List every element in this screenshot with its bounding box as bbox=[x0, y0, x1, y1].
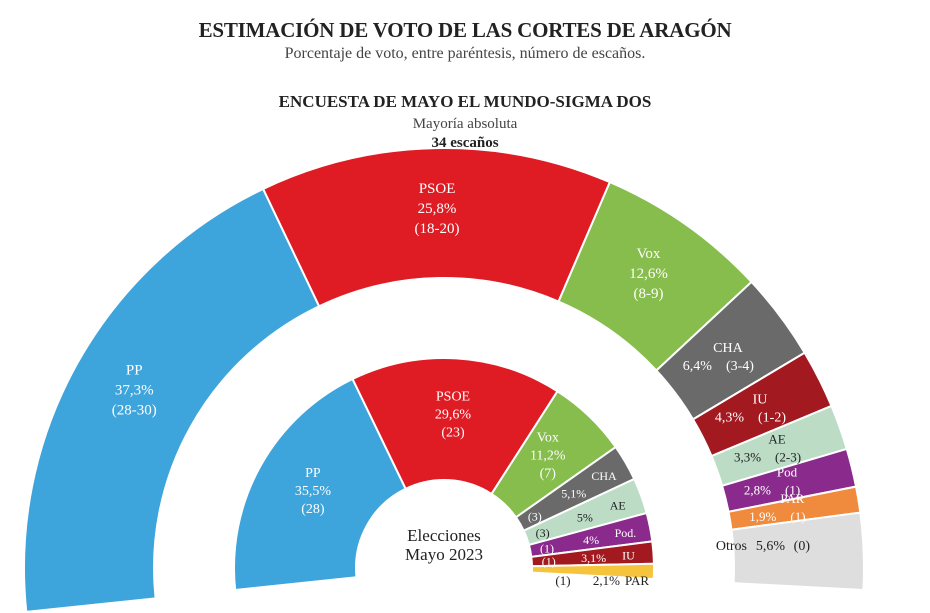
label-inner-vox-seats: (7) bbox=[540, 467, 557, 482]
label-outer-cha-seats: (3-4) bbox=[726, 359, 754, 374]
label-outer-pp-pct: 37,3% bbox=[115, 383, 154, 399]
label-inner-pod: Pod. bbox=[615, 526, 637, 540]
label-inner-psoe-pct: 29,6% bbox=[435, 407, 472, 422]
label-outer-ae-pct: 3,3% bbox=[734, 449, 761, 464]
label-outer-vox-pct: 12,6% bbox=[629, 266, 668, 282]
label-outer-pod-pct: 2,8% bbox=[744, 483, 771, 498]
label-outer-vox-seats: (8-9) bbox=[633, 286, 663, 302]
label-inner-pp: PP bbox=[305, 466, 321, 481]
label-outer-otros-pct: 5,6% bbox=[756, 539, 786, 554]
label-inner-cha-pct: 5,1% bbox=[561, 487, 586, 501]
label-inner-iu-pct: 3,1% bbox=[581, 551, 606, 565]
label-outer-psoe-seats: (18-20) bbox=[415, 221, 460, 237]
inner-ring bbox=[233, 357, 655, 592]
center-label-elecciones: Elecciones bbox=[407, 526, 481, 545]
label-inner-par-pct: 2,1% bbox=[593, 573, 620, 588]
label-inner-pod-seats: (1) bbox=[540, 542, 554, 556]
majority-label: Mayoría absoluta bbox=[412, 116, 518, 132]
label-outer-cha: CHA bbox=[713, 341, 743, 356]
center-label-mayo-2023: Mayo 2023 bbox=[405, 545, 483, 564]
inner-slice-psoe bbox=[351, 357, 559, 496]
label-outer-iu-seats: (1-2) bbox=[758, 411, 786, 426]
label-inner-ae: AE bbox=[610, 498, 626, 512]
outer-slice-otros bbox=[730, 511, 865, 592]
label-outer-par-pct: 1,9% bbox=[749, 509, 776, 524]
label-outer-cha-pct: 6,4% bbox=[683, 359, 713, 374]
label-inner-pp-pct: 35,5% bbox=[295, 484, 332, 499]
label-inner-vox-pct: 11,2% bbox=[530, 449, 566, 464]
survey-title: ENCUESTA DE MAYO EL MUNDO-SIGMA DOS bbox=[278, 92, 652, 111]
label-outer-vox: Vox bbox=[637, 246, 661, 262]
label-inner-pod-pct: 4% bbox=[583, 533, 599, 547]
label-outer-psoe: PSOE bbox=[419, 181, 456, 197]
label-outer-par-seats: (1) bbox=[790, 509, 805, 524]
outer-ring bbox=[23, 147, 865, 613]
label-outer-par: PAR bbox=[780, 491, 804, 506]
label-inner-iu: IU bbox=[622, 548, 635, 562]
label-inner-ae-pct: 5% bbox=[577, 510, 593, 524]
inner-slice-pp bbox=[233, 377, 408, 592]
label-outer-otros-seats: (0) bbox=[794, 539, 811, 554]
label-inner-ae-seats: (3) bbox=[536, 526, 550, 540]
label-inner-iu-seats: (1) bbox=[542, 554, 556, 568]
label-outer-ae: AE bbox=[768, 431, 785, 446]
majority-seats: 34 escaños bbox=[431, 135, 499, 151]
label-outer-pp: PP bbox=[126, 363, 143, 379]
label-outer-pod: Pod bbox=[777, 465, 798, 480]
inner-slice-par bbox=[530, 562, 655, 581]
label-outer-psoe-pct: 25,8% bbox=[418, 201, 457, 217]
label-inner-par-seats: (1) bbox=[555, 573, 570, 588]
chart-title: ESTIMACIÓN DE VOTO DE LAS CORTES DE ARAG… bbox=[198, 18, 732, 42]
label-inner-psoe-seats: (23) bbox=[441, 425, 465, 440]
outer-labels: PP 37,3% (28-30) PSOE 25,8% (18-20) Vox 12,6% (8… bbox=[112, 181, 811, 554]
outer-slice-pp bbox=[23, 187, 321, 613]
label-inner-cha: CHA bbox=[591, 469, 617, 483]
label-outer-otros: Otros bbox=[716, 539, 747, 554]
label-inner-vox: Vox bbox=[537, 431, 559, 446]
inner-labels: PP 35,5% (28) PSOE 29,6% (23) Vox 11,2% (7) (3) 5,… bbox=[295, 389, 650, 588]
label-outer-iu: IU bbox=[753, 393, 768, 408]
label-outer-pod-seats: (1) bbox=[785, 483, 800, 498]
label-inner-cha-seats: (3) bbox=[528, 509, 542, 523]
label-inner-par: PAR bbox=[625, 573, 649, 588]
label-outer-iu-pct: 4,3% bbox=[715, 411, 745, 426]
chart-subtitle: Porcentaje de voto, entre paréntesis, nú… bbox=[284, 45, 646, 62]
label-outer-ae-seats: (2-3) bbox=[775, 449, 801, 464]
label-inner-pp-seats: (28) bbox=[301, 502, 325, 517]
label-outer-pp-seats: (28-30) bbox=[112, 403, 157, 419]
label-inner-psoe: PSOE bbox=[436, 389, 470, 404]
